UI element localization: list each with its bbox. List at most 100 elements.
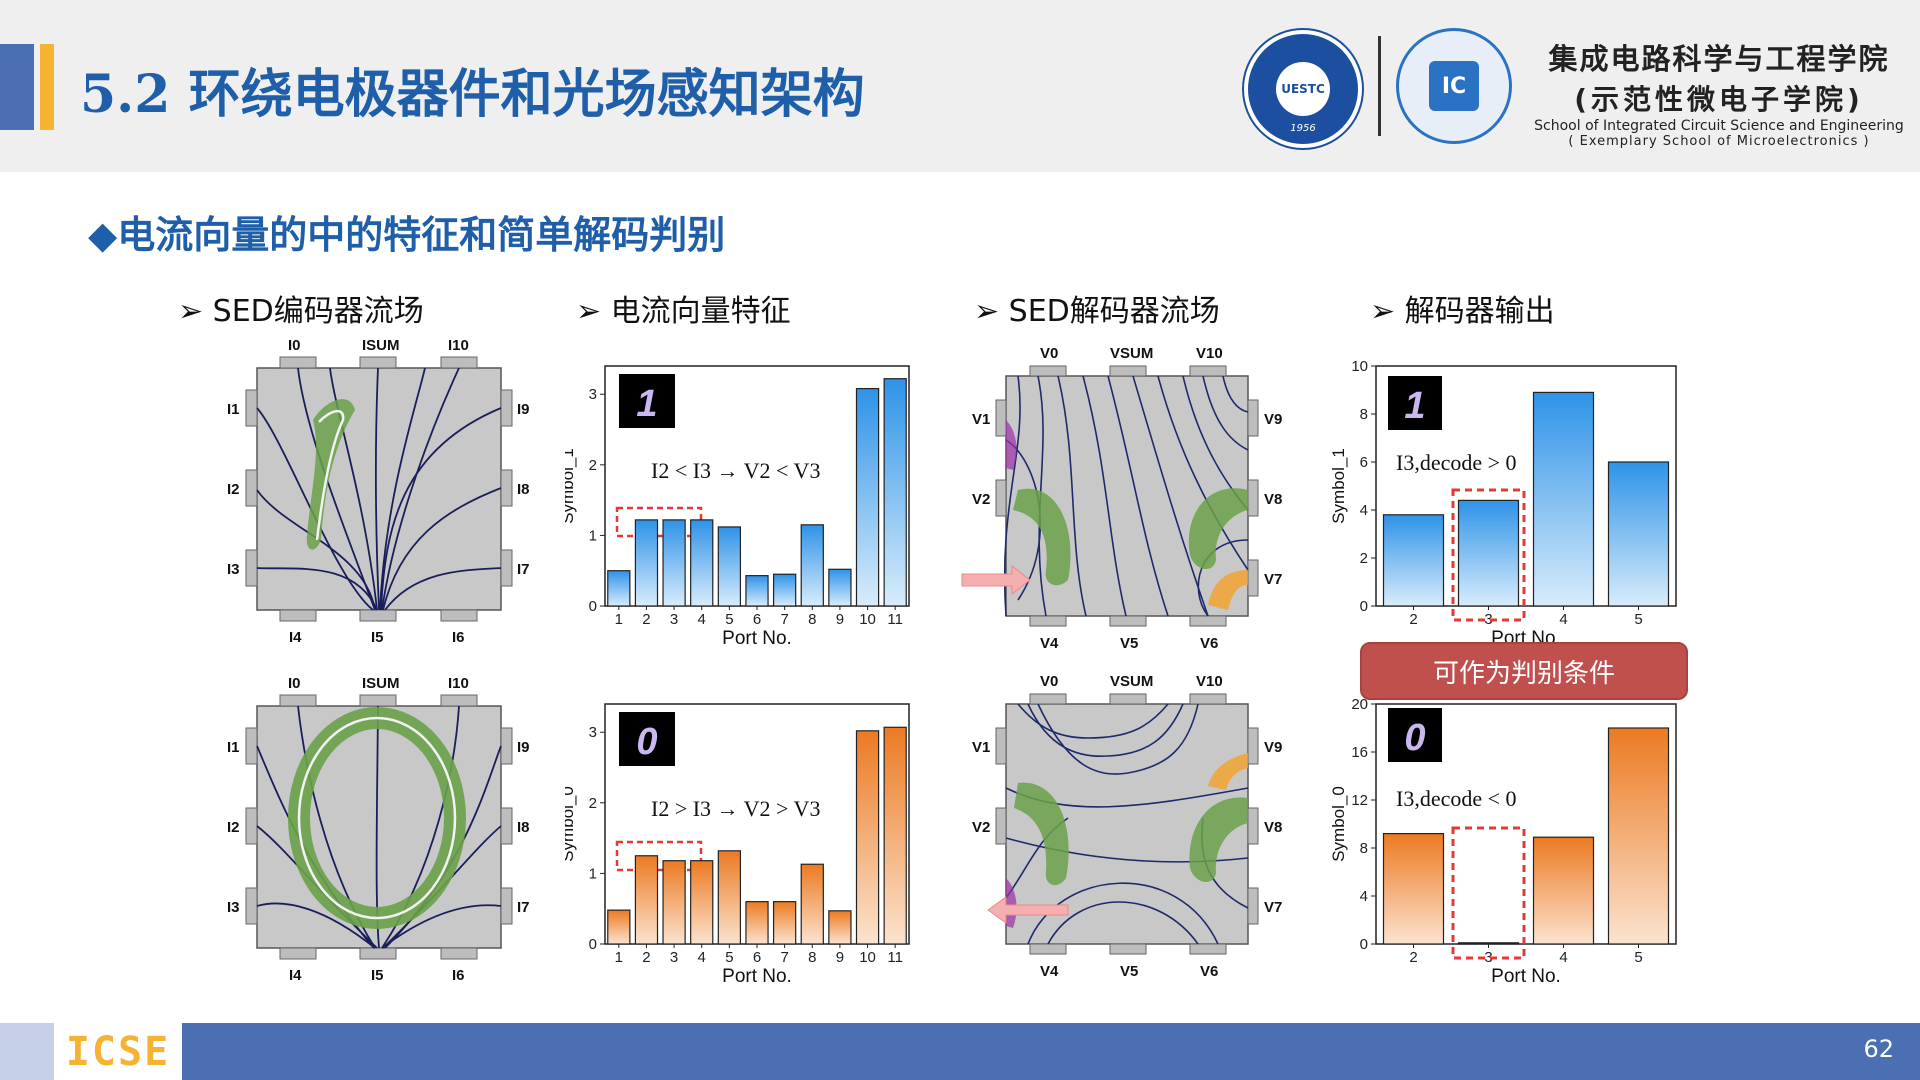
electrode xyxy=(279,947,317,960)
label-right-8: V8 xyxy=(1264,819,1282,836)
y-tick-label: 3 xyxy=(589,386,597,403)
electrode xyxy=(440,947,478,960)
electrode xyxy=(1247,399,1259,437)
y-tick-label: 20 xyxy=(1351,696,1368,713)
x-tick-label: 4 xyxy=(1559,611,1567,628)
highlight-box xyxy=(1451,826,1526,960)
bar-port-7 xyxy=(772,901,797,945)
x-tick-label: 8 xyxy=(808,611,816,628)
page-number: 62 xyxy=(1863,1035,1894,1063)
x-tick-label: 5 xyxy=(725,611,733,628)
electrode xyxy=(1189,365,1227,377)
electrode xyxy=(500,887,513,925)
label-top-sum: VSUM xyxy=(1110,673,1153,690)
decode-annotation: I3,decode < 0 xyxy=(1396,786,1517,811)
bar-port-8 xyxy=(800,524,824,607)
highlight-box xyxy=(1451,488,1526,622)
x-tick-label: 3 xyxy=(1484,949,1492,966)
x-tick-label: 9 xyxy=(836,611,844,628)
electrode xyxy=(500,727,513,765)
label-right-9: V9 xyxy=(1264,739,1282,756)
x-axis-label: Port No. xyxy=(722,628,792,649)
x-tick-label: 2 xyxy=(642,949,650,966)
electrode xyxy=(1029,693,1067,705)
y-tick-label: 12 xyxy=(1351,792,1368,809)
digit-thumbnail: 1 xyxy=(619,374,675,428)
x-tick-label: 6 xyxy=(753,611,761,628)
bar-port-5 xyxy=(717,526,742,607)
header-band: 5.2 环绕电极器件和光场感知架构 UESTC 1956 IC 集成电路科学与工… xyxy=(0,0,1920,172)
decoder-flow-symbol-0: V0 VSUM V10 V1 V2 V9 V8 V7 V4 V5 V6 xyxy=(972,673,1282,980)
label-bottom-5: V5 xyxy=(1120,963,1138,980)
relation-annotation: I2 < I3 → V2 < V3 xyxy=(651,458,820,483)
section-heading-encoder: ➢ SED编码器流场 xyxy=(178,294,424,329)
encoder-flow-symbol-1: I0 ISUM I10 I1 I2 I3 I9 I8 I7 I4 I5 I6 xyxy=(227,337,530,646)
x-tick-label: 3 xyxy=(670,611,678,628)
label-right-8: V8 xyxy=(1264,491,1282,508)
label-left-1: I1 xyxy=(227,739,240,756)
bar-port-3 xyxy=(662,860,686,945)
electrode xyxy=(500,389,513,427)
label-right-7: I7 xyxy=(517,561,530,578)
label-right-9: I9 xyxy=(517,739,530,756)
label-left-1: V1 xyxy=(972,411,990,428)
bar-port-7 xyxy=(772,573,797,607)
electrode xyxy=(995,479,1007,517)
electrode xyxy=(359,694,397,707)
y-tick-label: 4 xyxy=(1360,502,1368,519)
y-tick-label: 0 xyxy=(1360,936,1368,953)
weight-region xyxy=(1013,488,1071,586)
logo-divider xyxy=(1378,36,1381,136)
x-tick-label: 2 xyxy=(1409,949,1417,966)
uestc-logo-text: UESTC xyxy=(1276,62,1330,116)
electrode xyxy=(995,399,1007,437)
label-bottom-6: V6 xyxy=(1200,963,1218,980)
label-top-10: I10 xyxy=(448,675,469,692)
footer-bar: 62 xyxy=(182,1023,1920,1080)
x-tick-label: 3 xyxy=(670,949,678,966)
label-top-sum: ISUM xyxy=(362,337,400,354)
electrode xyxy=(1247,807,1259,845)
bar-port-1 xyxy=(607,570,631,607)
electrode xyxy=(279,356,317,369)
x-tick-label: 9 xyxy=(836,949,844,966)
digit-shape-1 xyxy=(306,399,355,550)
y-axis-label: Symbol_1 xyxy=(565,448,577,524)
y-tick-label: 10 xyxy=(1351,358,1368,375)
electrode xyxy=(245,727,258,765)
output-arrow xyxy=(987,896,1069,924)
digit-thumbnail: 0 xyxy=(1388,708,1442,762)
weight-region xyxy=(1189,797,1248,883)
bar-port-3 xyxy=(662,519,686,607)
highlight-box xyxy=(615,506,703,538)
y-tick-label: 2 xyxy=(1360,550,1368,567)
electrode xyxy=(440,356,478,369)
electrode xyxy=(1247,887,1259,925)
bar-port-2 xyxy=(1382,514,1445,607)
bar-port-5 xyxy=(1607,461,1670,607)
hotspot xyxy=(1208,570,1248,610)
digit-thumbnail: 0 xyxy=(619,712,675,766)
x-tick-label: 2 xyxy=(1409,611,1417,628)
decoder-output-chart-symbol-0: 0 I3,decode < 0 2 3 4 5 0 4 8 12 16 20 Port No. Sym… xyxy=(1329,696,1677,987)
section-heading-output: ➢ 解码器输出 xyxy=(1370,294,1555,329)
electrode xyxy=(1247,559,1259,597)
digit-thumbnail-text: 0 xyxy=(636,721,657,763)
label-bottom-5: I5 xyxy=(371,629,384,646)
label-left-1: V1 xyxy=(972,739,990,756)
current-path-highlight xyxy=(315,410,345,541)
label-top-0: V0 xyxy=(1040,345,1058,362)
electrode xyxy=(245,389,258,427)
label-left-2: I2 xyxy=(227,481,240,498)
current-vector-chart-symbol-0: 0 I2 > I3 → V2 > V3 1 2 3 4 5 6 7 8 9 10 11 0 1 2 3 Por… xyxy=(565,703,910,987)
label-left-2: I2 xyxy=(227,819,240,836)
x-tick-label: 1 xyxy=(615,611,623,628)
hotspot xyxy=(1006,420,1017,470)
bar-port-2 xyxy=(1382,833,1445,945)
relation-annotation: I2 > I3 → V2 > V3 xyxy=(651,796,820,821)
bar-port-9 xyxy=(828,910,852,945)
hotspot xyxy=(1208,753,1248,790)
label-left-3: I3 xyxy=(227,899,240,916)
y-tick-label: 6 xyxy=(1360,454,1368,471)
